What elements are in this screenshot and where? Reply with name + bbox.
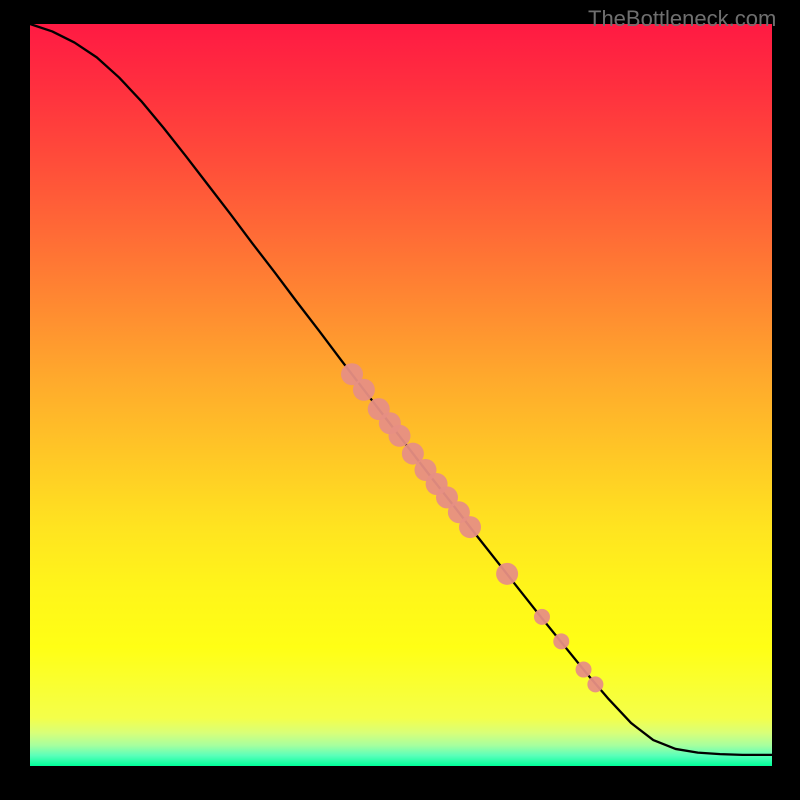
data-marker (459, 516, 481, 538)
performance-curve (30, 24, 772, 755)
data-marker (353, 379, 375, 401)
data-marker (553, 633, 569, 649)
data-marker (534, 609, 550, 625)
data-marker (496, 563, 518, 585)
data-marker (587, 676, 603, 692)
data-marker (389, 425, 411, 447)
data-marker (576, 662, 592, 678)
chart-svg (0, 0, 800, 800)
stage: TheBottleneck.com (0, 0, 800, 800)
watermark-text: TheBottleneck.com (588, 6, 776, 32)
